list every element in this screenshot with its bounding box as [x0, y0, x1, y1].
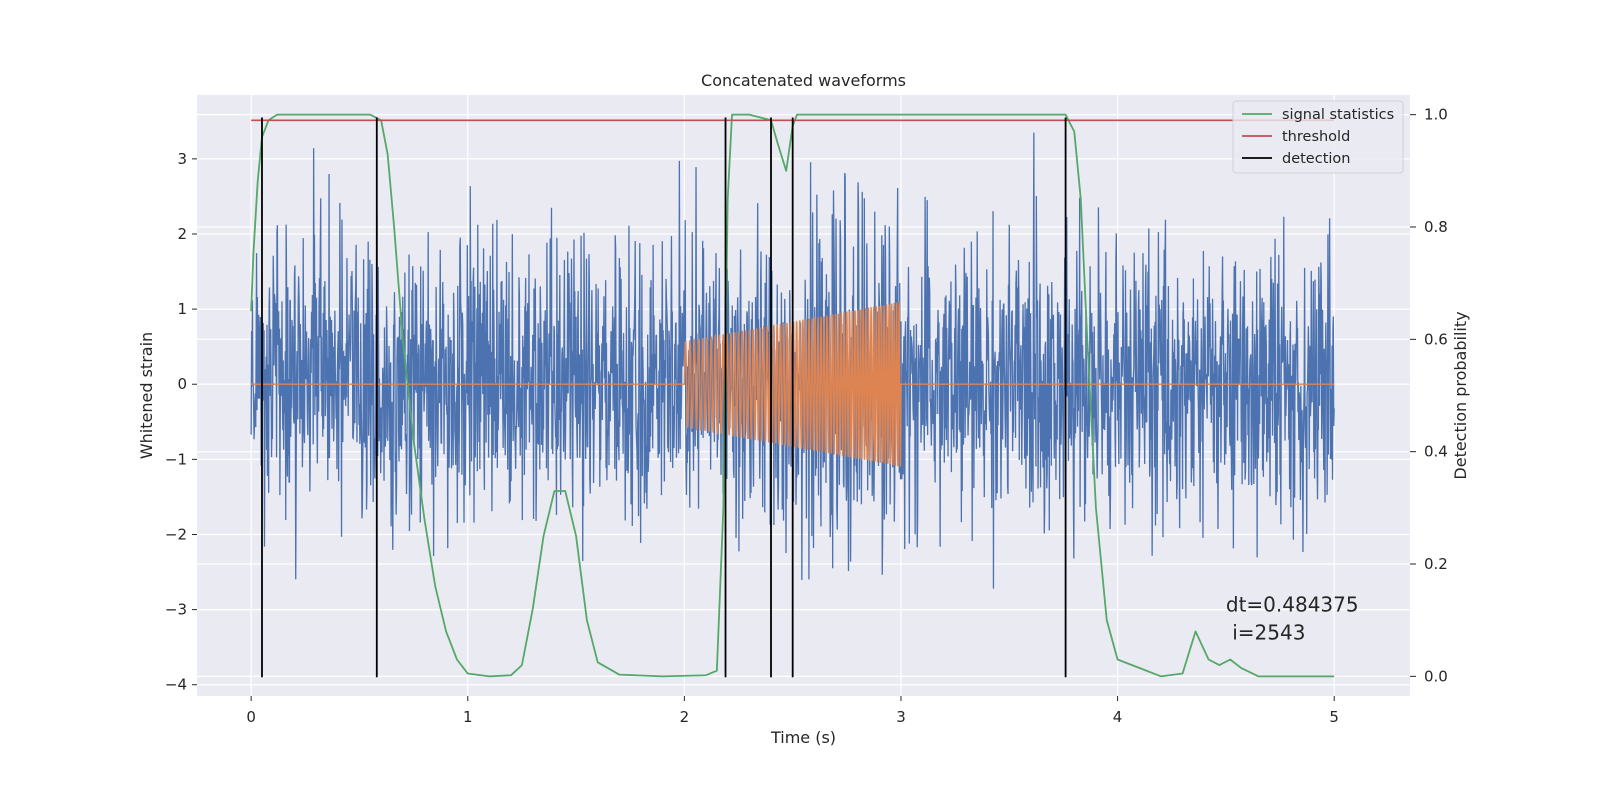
x-tick-label: 3 [896, 708, 906, 726]
right-y-tick-label: 0.4 [1424, 443, 1448, 461]
x-tick-label: 5 [1329, 708, 1339, 726]
left-y-tick-label: 0 [177, 375, 187, 393]
right-y-tick-label: 1.0 [1424, 106, 1448, 124]
left-y-axis-ticks: 3 2 1 0 −1 −2 −3 −4 [165, 150, 197, 694]
annotation-dt: dt=0.484375 [1226, 593, 1359, 617]
annotation: dt=0.484375 i=2543 [1226, 593, 1359, 645]
detection-series [261, 117, 1067, 678]
signal-statistics-series [250, 113, 1335, 678]
right-y-axis-label: Detection probability [1451, 311, 1470, 479]
signal-statistics-line [250, 113, 1335, 678]
x-tick-label: 2 [680, 708, 690, 726]
annotation-index: i=2543 [1226, 621, 1306, 645]
left-y-tick-label: −1 [165, 450, 187, 468]
left-y-tick-label: 3 [177, 150, 187, 168]
left-y-tick-label: −3 [165, 601, 187, 619]
left-y-tick-label: 1 [177, 300, 187, 318]
left-y-axis-label: Whitened strain [137, 332, 156, 459]
right-y-tick-label: 0.8 [1424, 218, 1448, 236]
right-y-tick-label: 0.6 [1424, 330, 1448, 348]
legend-label: threshold [1282, 129, 1350, 145]
x-axis-label: Time (s) [770, 728, 836, 747]
left-y-tick-label: −4 [165, 676, 187, 694]
right-y-tick-label: 0.0 [1424, 667, 1448, 685]
right-y-axis-ticks: 1.0 0.8 0.6 0.4 0.2 0.0 [1410, 106, 1448, 685]
legend-label: detection [1282, 151, 1350, 167]
x-tick-label: 1 [463, 708, 473, 726]
legend-box [1232, 100, 1404, 174]
x-tick-label: 4 [1113, 708, 1123, 726]
chart-title: Concatenated waveforms [701, 71, 906, 90]
left-y-tick-label: −2 [165, 525, 187, 543]
x-axis-ticks: 0 1 2 3 4 5 [246, 696, 1339, 726]
legend-label: signal statistics [1282, 107, 1394, 123]
x-tick-label: 0 [246, 708, 256, 726]
right-y-tick-label: 0.2 [1424, 555, 1448, 573]
left-y-tick-label: 2 [177, 225, 187, 243]
legend: signal statistics threshold detection [1232, 100, 1404, 174]
